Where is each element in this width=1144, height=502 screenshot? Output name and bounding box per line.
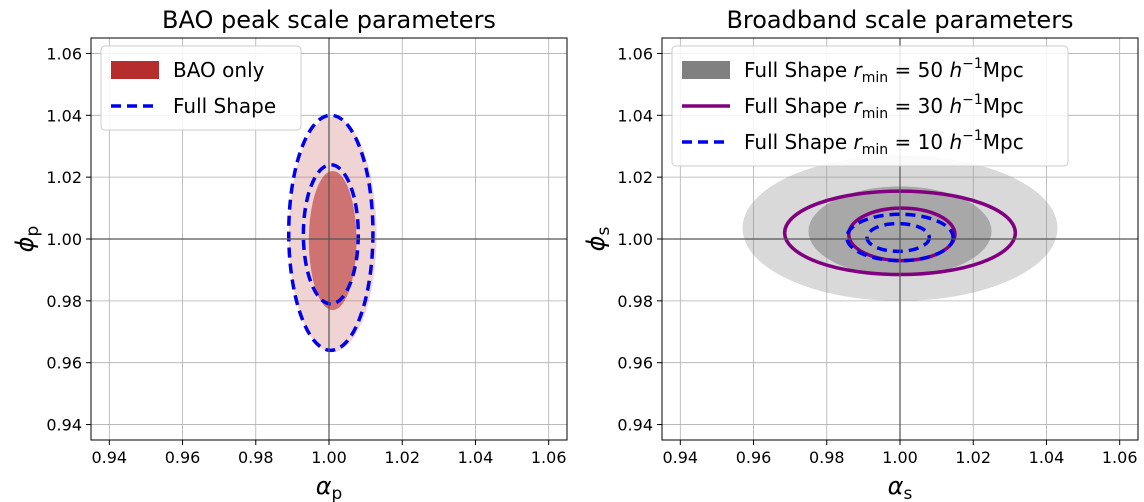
y-tick-label: 0.94 <box>46 416 82 435</box>
contour-95pct <box>845 212 955 263</box>
legend-label: Full Shape <box>173 94 276 118</box>
x-axis-label: αs <box>888 472 913 502</box>
y-tick-label: 1.06 <box>617 44 653 63</box>
y-tick-label: 1.00 <box>46 230 82 249</box>
y-tick-label: 1.02 <box>46 168 82 187</box>
x-tick-label: 1.00 <box>311 448 347 467</box>
chart-panel-2: 0.94 0.96 0.98 1.00 1.02 1.04 1.06 0.94 0.96 0.98… <box>582 6 1139 502</box>
legend-box <box>671 45 1069 167</box>
legend-item: Full Shape <box>111 94 276 118</box>
legend-item: Full Shape rmin = 10 h−1Mpc <box>682 128 1024 158</box>
legend-label: Full Shape rmin = 10 h−1Mpc <box>744 128 1024 158</box>
series-2 <box>286 113 375 353</box>
legend-label: Full Shape rmin = 30 h−1Mpc <box>744 92 1024 122</box>
x-tick-label: 0.98 <box>809 448 845 467</box>
y-axis-label: ϕp <box>11 226 43 253</box>
series-1 <box>288 116 377 352</box>
legend-item: Full Shape rmin = 50 h−1Mpc <box>682 56 1024 86</box>
legend-item: Full Shape rmin = 30 h−1Mpc <box>682 92 1024 122</box>
y-axis-label: ϕs <box>582 227 614 252</box>
x-tick-label: 1.02 <box>384 448 420 467</box>
contour-68pct <box>308 170 357 311</box>
y-tick-label: 1.04 <box>46 106 82 125</box>
chart-title: Broadband scale parameters <box>726 6 1073 34</box>
x-tick-label: 0.98 <box>238 448 274 467</box>
legend: BAO only Full Shape <box>100 45 302 131</box>
contour-68pct <box>865 221 932 254</box>
contour-95pct <box>286 113 375 353</box>
contour-68pct <box>846 206 957 263</box>
y-tick-label: 0.96 <box>617 354 653 373</box>
contour-68pct <box>301 163 361 306</box>
contours <box>286 113 377 353</box>
legend-label: Full Shape rmin = 50 h−1Mpc <box>744 56 1024 86</box>
y-tick-label: 0.94 <box>617 416 653 435</box>
y-tick-label: 1.02 <box>617 168 653 187</box>
legend-swatch <box>111 61 159 79</box>
x-tick-label: 1.00 <box>882 448 918 467</box>
legend-swatch <box>682 61 730 79</box>
y-tick-label: 0.96 <box>46 354 82 373</box>
x-tick-label: 0.96 <box>736 448 772 467</box>
legend-label: BAO only <box>173 58 265 82</box>
chart-panel-1: 0.94 0.96 0.98 1.00 1.02 1.04 1.06 0.94 0.96 0.98… <box>11 6 568 502</box>
y-tick-label: 1.00 <box>617 230 653 249</box>
y-tick-label: 1.06 <box>46 44 82 63</box>
chart-title: BAO peak scale parameters <box>162 6 496 34</box>
legend: Full Shape rmin = 50 h−1Mpc Full Shape rm… <box>671 45 1069 167</box>
series-3 <box>845 212 955 263</box>
x-tick-label: 1.06 <box>531 448 567 467</box>
x-axis-label: αp <box>316 472 343 502</box>
y-tick-label: 0.98 <box>617 292 653 311</box>
y-tick-label: 0.98 <box>46 292 82 311</box>
x-tick-label: 0.96 <box>165 448 201 467</box>
x-tick-label: 1.04 <box>1029 448 1065 467</box>
x-tick-label: 0.94 <box>662 448 698 467</box>
x-tick-label: 1.04 <box>458 448 494 467</box>
x-tick-label: 0.94 <box>91 448 127 467</box>
legend-item: BAO only <box>111 58 265 82</box>
y-tick-label: 1.04 <box>617 106 653 125</box>
x-tick-label: 1.06 <box>1102 448 1138 467</box>
x-tick-label: 1.02 <box>955 448 991 467</box>
